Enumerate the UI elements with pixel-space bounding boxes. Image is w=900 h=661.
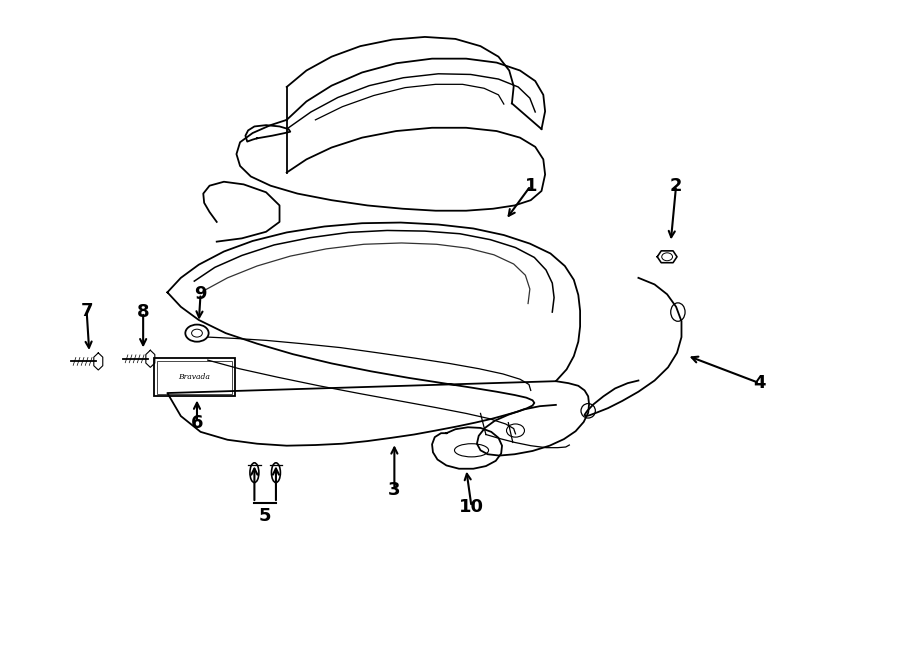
Text: 2: 2 bbox=[670, 176, 682, 195]
Text: Bravada: Bravada bbox=[178, 373, 211, 381]
Text: 6: 6 bbox=[191, 414, 203, 432]
Text: 3: 3 bbox=[388, 481, 400, 499]
Bar bbox=[154, 358, 235, 397]
Text: 1: 1 bbox=[525, 176, 537, 195]
Text: 10: 10 bbox=[459, 498, 484, 516]
Text: 4: 4 bbox=[753, 374, 766, 392]
Text: 8: 8 bbox=[137, 303, 149, 321]
Text: 7: 7 bbox=[80, 302, 93, 320]
Bar bbox=[157, 361, 232, 394]
Text: 9: 9 bbox=[194, 285, 207, 303]
Text: 5: 5 bbox=[259, 507, 272, 525]
